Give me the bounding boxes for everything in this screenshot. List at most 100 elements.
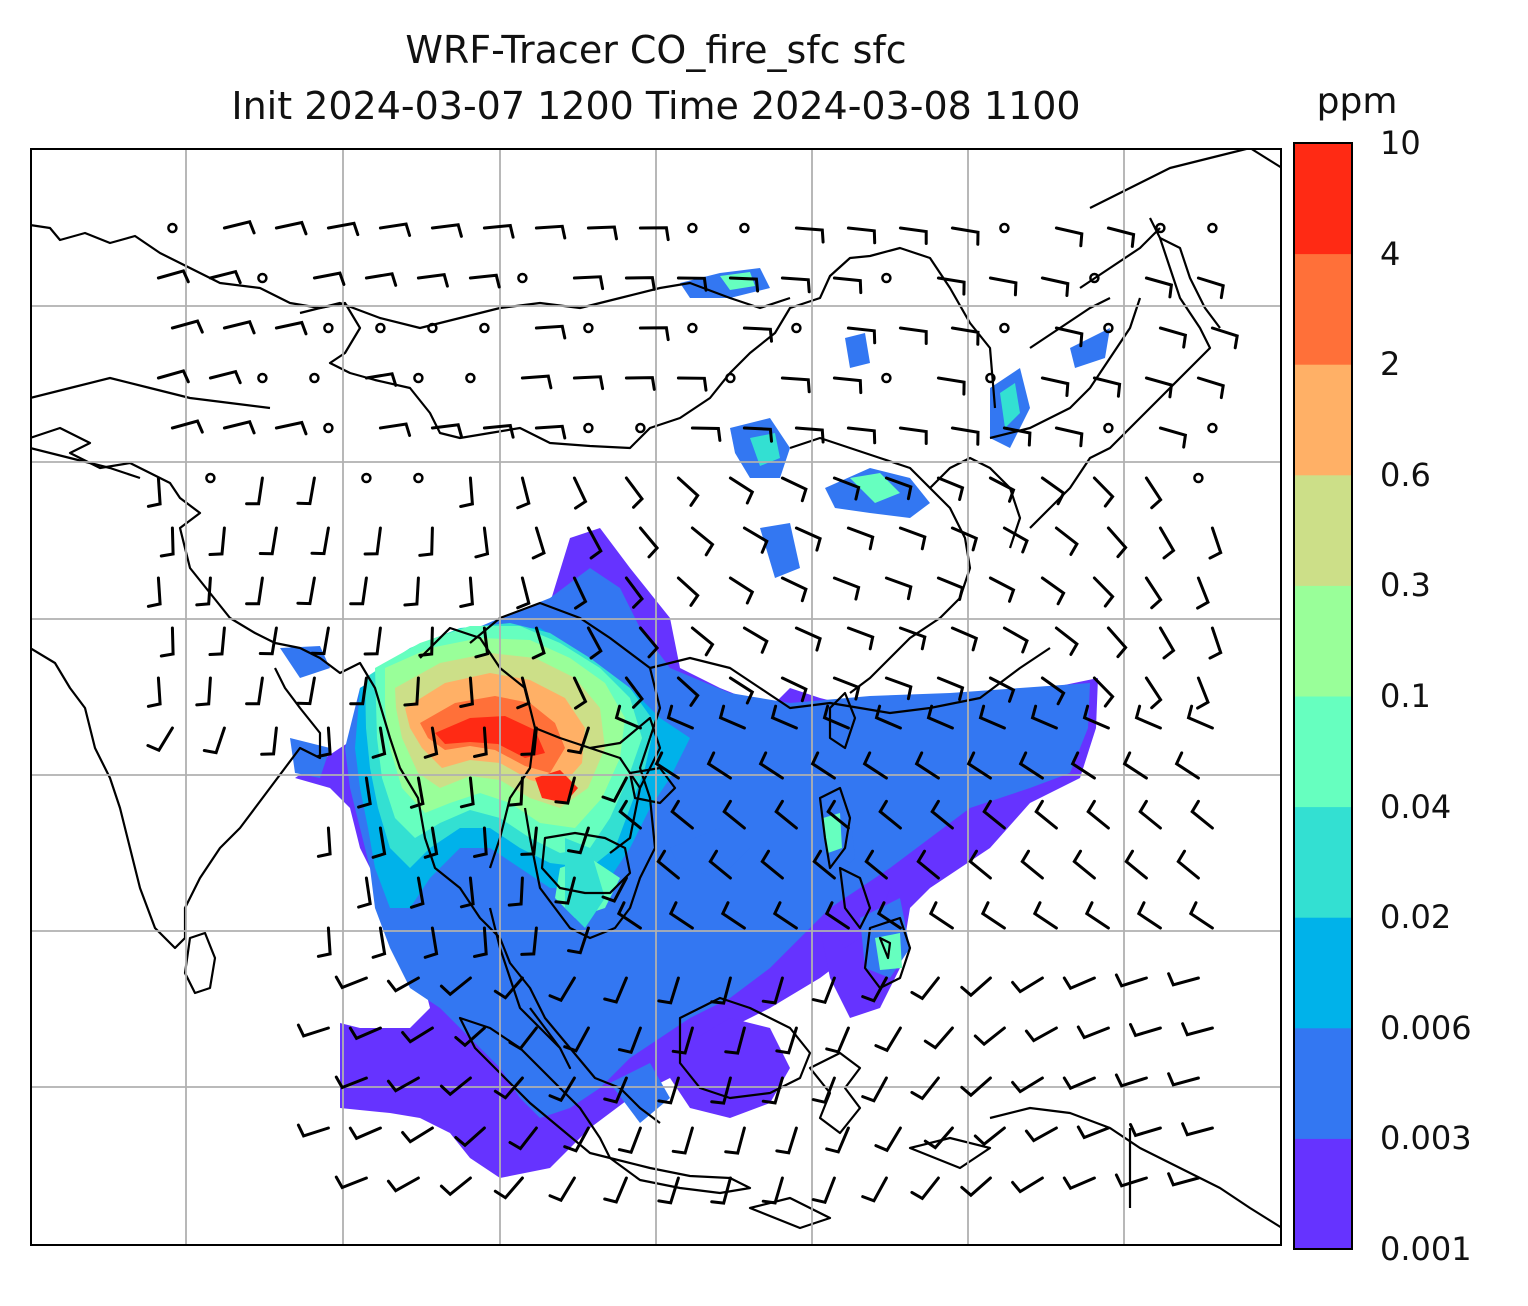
wind-barb [482, 223, 515, 239]
wind-barb [671, 1126, 694, 1155]
wind-barb [775, 1126, 798, 1155]
wind-barb [1196, 276, 1225, 300]
wind-barb [708, 849, 732, 880]
wind-barb [371, 726, 387, 759]
wind-barb [439, 1176, 472, 1197]
wind-barb [1002, 426, 1032, 447]
wind-barb-calm [881, 272, 892, 284]
wind-barb [1054, 326, 1084, 348]
wind-barb [1106, 626, 1128, 659]
wind-barb [454, 1026, 486, 1048]
wind-barb [898, 326, 928, 345]
wind-barb [832, 376, 863, 395]
wind-barb [923, 1026, 954, 1050]
wind-barb [371, 926, 387, 959]
wind-barb [334, 1075, 368, 1090]
wind-barb [508, 1126, 538, 1151]
wind-barb [666, 704, 694, 730]
wind-barb [742, 326, 773, 343]
wind-barb [222, 220, 256, 235]
wind-barb [1086, 799, 1110, 830]
wind-barb-calm [999, 222, 1010, 234]
wind-barb [1092, 476, 1115, 508]
colorbar-tick-label: 4 [1380, 234, 1401, 273]
wind-barb [624, 276, 656, 291]
wind-barb [401, 1026, 434, 1044]
wind-barb [1034, 799, 1058, 830]
wind-barb [742, 526, 769, 554]
wind-barb [572, 576, 588, 610]
wind-barb [1158, 626, 1176, 660]
wind-barb [473, 726, 488, 758]
wind-barb [363, 626, 382, 656]
wind-barb [1106, 226, 1136, 248]
colorbar-band [1294, 364, 1352, 476]
wind-barb [378, 222, 412, 237]
wind-barb [1144, 476, 1163, 510]
wind-barb [274, 420, 308, 436]
wind-barb [1158, 526, 1176, 560]
wind-barb [1138, 799, 1162, 830]
wind-barb [1196, 576, 1210, 610]
wind-barb [364, 272, 398, 287]
wind-barb [208, 626, 226, 656]
wind-barb [1144, 376, 1174, 399]
colorbar-band [1294, 585, 1352, 697]
wind-barb [710, 976, 732, 1005]
wind-barb [403, 576, 420, 607]
wind-barb [548, 1076, 576, 1103]
wind-barb [1208, 626, 1223, 660]
wind-barb [811, 976, 836, 1005]
wind-barb [459, 676, 474, 708]
wind-barb [980, 901, 1006, 930]
wind-barb [1032, 901, 1058, 930]
colorbar-band [1294, 806, 1352, 918]
wind-barb [554, 776, 576, 805]
map-border [30, 148, 1282, 1246]
wind-barb [876, 901, 902, 930]
wind-barb [1072, 849, 1096, 880]
wind-barb [864, 849, 888, 880]
wind-barb [822, 704, 850, 730]
wind-barb [493, 1076, 524, 1100]
colorbar-tick-label: 0.6 [1380, 455, 1431, 494]
wind-barb-calm [739, 222, 750, 234]
wind-barb [826, 799, 850, 830]
wind-barb [401, 1126, 434, 1144]
wind-barb [1106, 526, 1128, 559]
wind-barb [710, 1176, 732, 1205]
wind-barb-calm [725, 372, 736, 384]
wind-barb [260, 726, 278, 756]
wind-barb [960, 976, 992, 998]
wind-barb [936, 276, 966, 296]
wind-barb [208, 269, 242, 285]
wind-barb [474, 626, 490, 659]
wind-barb [898, 626, 927, 651]
wind-barb [950, 626, 979, 652]
wind-barb [978, 704, 1006, 730]
wind-barb [386, 1176, 420, 1193]
wind-barb-calm [167, 222, 178, 234]
wind-barb [780, 276, 811, 294]
wind-barb [296, 476, 316, 506]
wind-barb [572, 476, 588, 510]
wind-barb [624, 476, 644, 509]
wind-barb [616, 901, 642, 930]
wind-barb [258, 626, 278, 656]
wind-barb [310, 526, 330, 556]
wind-barb [770, 704, 798, 730]
wind-barb [884, 576, 913, 601]
wind-barb [988, 676, 1016, 703]
wind-barb [348, 1026, 382, 1041]
wind-barb [1062, 1076, 1096, 1091]
wind-barb [516, 576, 531, 610]
wind-barb [603, 1176, 628, 1204]
wind-barb [884, 676, 913, 701]
map-panel [30, 148, 1282, 1246]
wind-barb [742, 626, 769, 654]
wind-barb [690, 626, 715, 657]
wind-barb [654, 751, 680, 780]
wind-barb [1136, 901, 1162, 930]
wind-barb [910, 976, 940, 1001]
wind-barb [861, 1076, 888, 1103]
